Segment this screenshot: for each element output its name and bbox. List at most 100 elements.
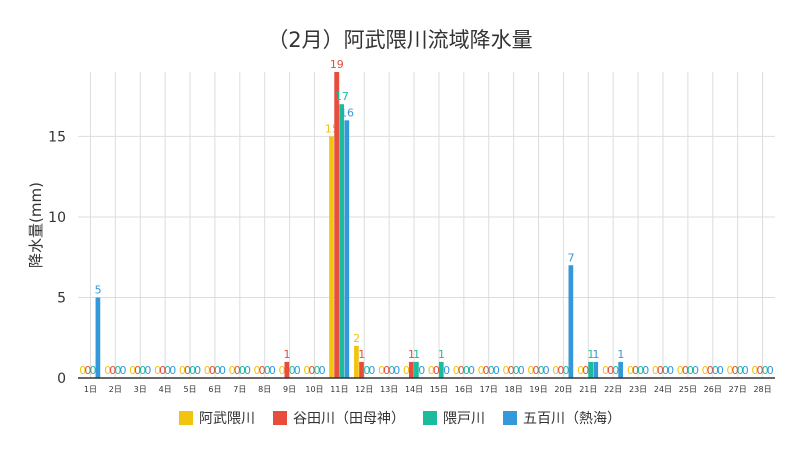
x-tick-label: 6日	[208, 385, 221, 394]
data-label: 19	[330, 58, 344, 71]
data-label: 0	[154, 364, 161, 377]
data-label: 0	[159, 364, 166, 377]
data-label: 0	[508, 364, 515, 377]
data-label: 0	[194, 364, 201, 377]
x-tick-label: 16日	[455, 385, 473, 394]
data-label: 1	[284, 348, 291, 361]
data-label: 0	[742, 364, 749, 377]
data-label: 0	[532, 364, 539, 377]
data-label: 0	[632, 364, 639, 377]
data-label: 0	[428, 364, 435, 377]
data-label: 0	[269, 364, 276, 377]
data-label: 0	[303, 364, 310, 377]
bar	[588, 361, 594, 378]
data-label: 0	[612, 364, 619, 377]
data-label: 0	[692, 364, 699, 377]
data-label: 0	[527, 364, 534, 377]
data-label: 0	[488, 364, 495, 377]
x-tick-label: 10日	[305, 385, 323, 394]
x-tick-label: 23日	[629, 385, 647, 394]
data-label: 0	[278, 364, 285, 377]
chart-title: （2月）阿武隈川流域降水量	[267, 28, 533, 52]
bar	[408, 361, 414, 378]
data-label: 0	[627, 364, 634, 377]
data-label: 0	[667, 364, 674, 377]
data-label: 0	[707, 364, 714, 377]
data-label: 0	[134, 364, 141, 377]
x-tick-label: 7日	[233, 385, 246, 394]
x-tick-label: 18日	[505, 385, 523, 394]
legend-label: 谷田川（田母神）	[293, 411, 405, 427]
data-label: 0	[214, 364, 221, 377]
legend-item[interactable]: 五百川（熱海）	[503, 408, 621, 428]
y-tick-label: 5	[57, 290, 66, 306]
x-tick-label: 11日	[330, 385, 348, 394]
data-label: 0	[393, 364, 400, 377]
data-label: 0	[234, 364, 241, 377]
data-label: 0	[767, 364, 774, 377]
data-label: 0	[518, 364, 525, 377]
data-label: 0	[642, 364, 649, 377]
x-tick-label: 8日	[258, 385, 271, 394]
x-tick-label: 3日	[134, 385, 147, 394]
bar	[414, 361, 419, 378]
bar	[339, 104, 345, 379]
data-label: 0	[89, 364, 96, 377]
bar	[359, 361, 364, 378]
x-tick-label: 13日	[380, 385, 398, 394]
legend-label: 阿武隈川	[199, 411, 255, 427]
data-label: 0	[363, 364, 370, 377]
data-label: 0	[164, 364, 171, 377]
data-label: 0	[543, 364, 550, 377]
data-label: 0	[109, 364, 116, 377]
data-label: 0	[732, 364, 739, 377]
data-label: 0	[463, 364, 470, 377]
data-label: 0	[239, 364, 246, 377]
legend-swatch	[503, 411, 517, 425]
data-label: 0	[264, 364, 271, 377]
data-label: 0	[453, 364, 460, 377]
data-label: 0	[368, 364, 375, 377]
legend-item[interactable]: 谷田川（田母神）	[273, 408, 405, 428]
bar	[438, 361, 444, 378]
legend-swatch	[423, 411, 437, 425]
legend-item[interactable]: 隈戸川	[423, 408, 485, 428]
data-label: 0	[687, 364, 694, 377]
data-label: 0	[458, 364, 465, 377]
data-label: 0	[204, 364, 211, 377]
data-label: 0	[104, 364, 111, 377]
data-label: 0	[189, 364, 196, 377]
data-label: 0	[403, 364, 410, 377]
x-tick-label: 9日	[283, 385, 296, 394]
bar	[354, 345, 359, 378]
x-tick-label: 28日	[753, 385, 771, 394]
data-label: 0	[169, 364, 176, 377]
legend-item[interactable]: 阿武隈川	[179, 408, 255, 428]
data-label: 0	[637, 364, 644, 377]
data-label: 0	[433, 364, 440, 377]
bar	[284, 361, 290, 378]
x-tick-label: 22日	[604, 385, 622, 394]
data-label: 1	[408, 348, 415, 361]
x-tick-label: 14日	[405, 385, 423, 394]
x-tick-label: 27日	[729, 385, 747, 394]
data-label: 0	[552, 364, 559, 377]
data-label: 0	[119, 364, 126, 377]
data-label: 2	[353, 332, 360, 345]
data-label: 0	[179, 364, 186, 377]
x-tick-label: 12日	[355, 385, 373, 394]
bar	[334, 72, 339, 378]
x-tick-label: 25日	[679, 385, 697, 394]
data-label: 0	[562, 364, 569, 377]
data-label: 0	[184, 364, 191, 377]
data-label: 16	[340, 106, 354, 119]
data-label: 0	[483, 364, 490, 377]
bar	[329, 136, 334, 378]
data-label: 0	[727, 364, 734, 377]
data-label: 0	[493, 364, 500, 377]
data-label: 0	[139, 364, 146, 377]
data-label: 0	[468, 364, 475, 377]
data-label: 0	[513, 364, 520, 377]
data-label: 17	[335, 90, 349, 103]
